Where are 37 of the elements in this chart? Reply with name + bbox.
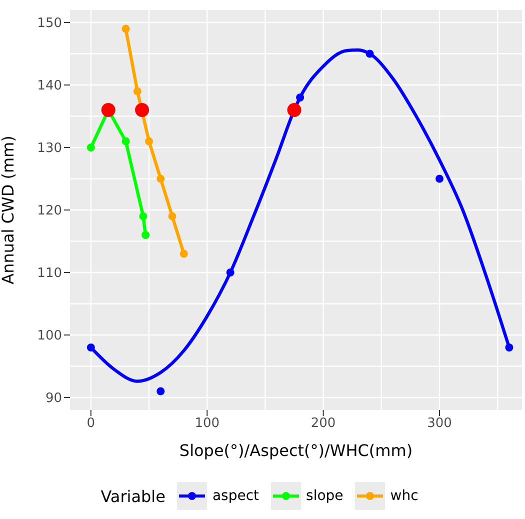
y-tick-label: 90 [45,391,62,406]
point [142,231,150,239]
point [122,24,130,33]
y-axis-title: Annual CWD (mm) [0,136,18,284]
legend-label: aspect [212,488,260,504]
legend-label: slope [306,488,344,504]
point [86,144,95,152]
x-tick-label: 100 [194,416,220,432]
point [287,103,302,117]
point [133,87,142,96]
point [135,103,150,117]
y-tick-label: 130 [37,141,62,156]
point [505,344,514,352]
x-tick-label: 200 [310,416,336,432]
y-tick-label: 140 [37,78,62,94]
x-axis-title: Slope(°)/Aspect(°)/WHC(mm) [179,441,413,460]
point [101,103,116,117]
point [86,344,95,352]
point [139,212,148,220]
y-tick-label: 100 [37,328,62,344]
x-tick-label: 0 [86,416,96,432]
y-tick-label: 120 [37,204,62,219]
point [145,137,154,146]
point [436,174,444,183]
point [156,387,165,396]
point [156,174,165,183]
y-tick-label: 150 [37,16,62,32]
y-tick-label: 110 [37,266,62,282]
legend-title: Variable [100,486,166,506]
point [296,94,304,102]
point [122,137,130,146]
x-tick-label: 300 [427,416,452,432]
point [180,250,188,258]
point [226,268,234,276]
point [168,212,176,220]
point [366,50,374,58]
legend-label: whc [390,488,418,504]
